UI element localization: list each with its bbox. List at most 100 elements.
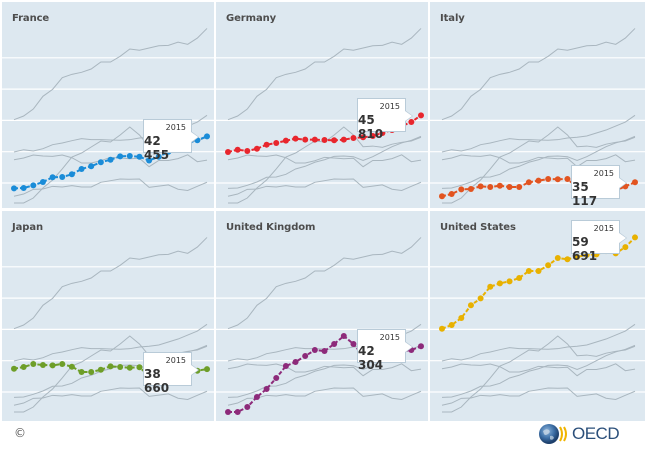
data-point[interactable]: [360, 134, 367, 141]
data-point[interactable]: [369, 132, 376, 139]
data-point[interactable]: [126, 364, 133, 371]
oecd-logo-text: OECD: [572, 424, 620, 443]
data-point[interactable]: [418, 343, 424, 350]
data-point[interactable]: [234, 146, 241, 153]
data-point[interactable]: [11, 185, 17, 192]
data-point[interactable]: [487, 184, 494, 191]
data-point[interactable]: [467, 302, 474, 309]
data-point[interactable]: [88, 369, 95, 376]
data-point[interactable]: [545, 262, 552, 269]
data-point[interactable]: [311, 347, 318, 354]
data-point[interactable]: [253, 145, 260, 152]
data-point[interactable]: [516, 275, 523, 282]
data-point[interactable]: [292, 135, 299, 142]
data-point[interactable]: [467, 186, 474, 193]
data-point[interactable]: [117, 364, 124, 371]
data-point[interactable]: [564, 256, 571, 263]
data-point[interactable]: [574, 254, 581, 261]
data-point[interactable]: [350, 134, 357, 141]
data-point[interactable]: [136, 364, 143, 371]
data-point[interactable]: [136, 153, 143, 160]
data-point[interactable]: [632, 234, 638, 241]
data-point[interactable]: [39, 362, 46, 369]
data-point[interactable]: [516, 184, 523, 191]
data-point[interactable]: [477, 295, 484, 302]
data-point[interactable]: [525, 179, 532, 186]
data-point[interactable]: [97, 159, 104, 166]
data-point[interactable]: [49, 174, 56, 181]
data-point[interactable]: [20, 185, 27, 192]
data-point[interactable]: [331, 137, 338, 144]
data-point[interactable]: [107, 363, 114, 370]
data-point[interactable]: [117, 153, 124, 160]
data-point[interactable]: [126, 153, 133, 160]
data-point[interactable]: [439, 193, 445, 200]
data-point[interactable]: [68, 171, 75, 178]
data-point[interactable]: [59, 361, 66, 368]
data-point[interactable]: [78, 165, 85, 172]
data-point[interactable]: [30, 361, 37, 368]
data-point[interactable]: [506, 278, 513, 285]
data-point[interactable]: [253, 394, 260, 401]
data-point[interactable]: [302, 353, 309, 360]
data-point[interactable]: [88, 163, 95, 170]
data-point[interactable]: [331, 340, 338, 347]
data-point[interactable]: [292, 359, 299, 366]
data-point[interactable]: [535, 267, 542, 274]
data-point[interactable]: [204, 133, 210, 140]
data-point[interactable]: [458, 315, 465, 322]
data-point[interactable]: [321, 136, 328, 143]
data-point[interactable]: [30, 182, 37, 189]
data-point[interactable]: [49, 362, 56, 369]
data-point[interactable]: [496, 182, 503, 189]
data-point[interactable]: [496, 280, 503, 287]
data-point[interactable]: [321, 347, 328, 354]
data-point[interactable]: [622, 244, 629, 251]
data-point[interactable]: [78, 369, 85, 376]
data-point[interactable]: [273, 374, 280, 381]
data-point[interactable]: [282, 363, 289, 370]
data-point[interactable]: [340, 136, 347, 143]
data-point[interactable]: [20, 364, 27, 371]
data-point[interactable]: [11, 365, 17, 372]
oecd-logo[interactable]: OECD: [538, 423, 638, 445]
data-point[interactable]: [273, 139, 280, 146]
data-point[interactable]: [554, 176, 561, 183]
data-point[interactable]: [244, 148, 251, 155]
data-point[interactable]: [234, 408, 241, 415]
data-point[interactable]: [487, 283, 494, 290]
data-point[interactable]: [39, 178, 46, 185]
data-point[interactable]: [263, 141, 270, 148]
data-point[interactable]: [564, 175, 571, 182]
data-point[interactable]: [225, 408, 231, 415]
data-point[interactable]: [350, 340, 357, 347]
data-point[interactable]: [282, 137, 289, 144]
copyright-symbol[interactable]: ©: [14, 426, 26, 440]
data-point[interactable]: [458, 186, 465, 193]
data-point[interactable]: [107, 156, 114, 163]
data-point[interactable]: [506, 184, 513, 191]
data-point[interactable]: [554, 255, 561, 262]
data-point[interactable]: [418, 112, 424, 119]
data-point[interactable]: [340, 333, 347, 340]
data-point[interactable]: [477, 183, 484, 190]
data-point[interactable]: [448, 322, 455, 329]
data-point[interactable]: [448, 191, 455, 198]
data-point[interactable]: [155, 153, 162, 160]
data-point[interactable]: [632, 179, 638, 186]
data-point[interactable]: [525, 267, 532, 274]
data-point[interactable]: [263, 385, 270, 392]
data-point[interactable]: [311, 136, 318, 143]
data-point[interactable]: [59, 173, 66, 180]
data-point[interactable]: [225, 149, 231, 156]
data-point[interactable]: [545, 175, 552, 182]
data-point[interactable]: [244, 404, 251, 411]
data-point[interactable]: [97, 366, 104, 373]
tooltip-year: 2015: [165, 123, 186, 133]
data-point[interactable]: [146, 157, 153, 164]
data-point[interactable]: [68, 363, 75, 370]
data-point[interactable]: [302, 136, 309, 143]
data-point[interactable]: [535, 177, 542, 184]
data-point[interactable]: [439, 325, 445, 332]
data-point[interactable]: [204, 366, 210, 373]
